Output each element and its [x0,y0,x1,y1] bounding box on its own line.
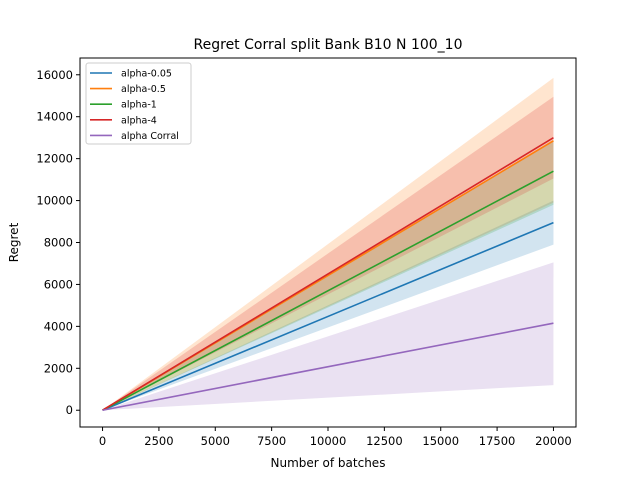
band-alpha-0-5 [102,77,554,411]
y-axis-ticks: 0 2000 4000 6000 8000 10000 12000 14000 16000 [36,68,80,417]
legend: alpha-0.05 alpha-0.5 alpha-1 alpha-4 alpha C… [85,62,192,145]
chart-title: Regret Corral split Bank B10 N 100_10 [194,37,463,53]
y-tick-label: 10000 [36,194,73,208]
band-alpha-0-05 [102,200,554,411]
y-tick-label: 2000 [44,361,73,375]
y-tick-label: 6000 [44,277,73,291]
y-axis-label: Regret [7,222,21,262]
line-alpha-1 [102,170,554,411]
x-tick-label: 10000 [310,434,347,448]
band-alpha-4 [102,96,554,411]
y-tick-label: 16000 [36,68,73,82]
x-axis-label: Number of batches [271,456,386,470]
legend-label-alpha-4: alpha-4 [121,115,157,126]
x-tick-label: 20000 [535,434,572,448]
line-alpha-4 [102,136,554,411]
band-alpha-corral [102,262,554,411]
y-tick-label: 8000 [44,236,73,250]
x-tick-label: 12500 [366,434,403,448]
y-tick-label: 0 [66,403,73,417]
legend-label-alpha-0-5: alpha-0.5 [121,84,166,95]
x-tick-label: 5000 [201,434,230,448]
x-tick-label: 7500 [257,434,286,448]
legend-label-alpha-0-05: alpha-0.05 [121,69,172,80]
legend-label-alpha-corral: alpha Corral [121,131,179,142]
y-tick-label: 12000 [36,152,73,166]
x-tick-label: 2500 [144,434,173,448]
legend-box [85,62,192,145]
x-tick-label: 0 [99,434,106,448]
legend-label-alpha-1: alpha-1 [121,100,157,111]
x-axis-ticks: 0 2500 5000 7500 10000 12500 15000 17500 20000 [99,427,572,448]
y-tick-label: 4000 [44,319,73,333]
line-alpha-corral [102,322,554,412]
y-tick-label: 14000 [36,110,73,124]
line-alpha-0-05 [102,221,554,411]
series-lines [102,136,554,412]
x-tick-label: 15000 [422,434,459,448]
x-tick-label: 17500 [479,434,516,448]
